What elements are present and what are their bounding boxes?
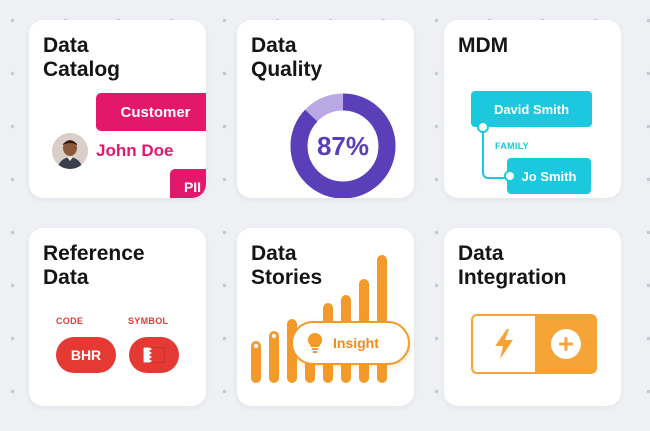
card-title: Data Quality — [251, 34, 323, 81]
mdm-card[interactable]: MDM David Smith FAMILY Jo Smith — [444, 20, 621, 198]
integration-source-box — [471, 314, 535, 374]
relation-connector — [482, 127, 512, 179]
symbol-label: SYMBOL — [128, 316, 169, 326]
record-david-smith[interactable]: David Smith — [471, 91, 592, 127]
code-label: CODE — [56, 316, 84, 326]
relation-label: FAMILY — [495, 141, 529, 151]
data-catalog-card[interactable]: Data Catalog Customer John Doe PII — [29, 20, 206, 198]
plus-icon — [551, 329, 581, 359]
lightning-icon — [495, 329, 513, 359]
avatar — [52, 133, 88, 169]
code-value-pill: BHR — [56, 337, 116, 373]
insight-button[interactable]: Insight — [291, 321, 410, 365]
card-title: Data Stories — [251, 242, 323, 289]
lightbulb-icon — [307, 332, 323, 353]
record-jo-smith[interactable]: Jo Smith — [507, 158, 591, 194]
person-name: John Doe — [96, 141, 174, 160]
bahrain-flag-icon — [143, 347, 165, 363]
data-stories-card[interactable]: Data Stories Insight — [237, 228, 414, 406]
connector-node — [477, 121, 489, 133]
symbol-pill — [129, 337, 179, 373]
donut-value-arc — [290, 93, 396, 198]
card-title: MDM — [458, 34, 509, 57]
insight-label: Insight — [333, 335, 379, 351]
quality-score: 87% — [316, 130, 370, 161]
quality-donut-chart — [290, 93, 396, 198]
integration-add-button[interactable] — [535, 314, 597, 374]
card-title: Data Integration — [458, 242, 567, 289]
card-title: Data Catalog — [43, 34, 121, 81]
data-quality-card[interactable]: Data Quality 87% — [237, 20, 414, 198]
connector-node — [504, 170, 516, 182]
stories-bar-graphic — [251, 255, 387, 383]
data-integration-card[interactable]: Data Integration — [444, 228, 621, 406]
customer-tag: Customer — [96, 93, 206, 131]
card-title: Reference Data — [43, 242, 145, 289]
pii-badge: PII — [170, 169, 206, 198]
reference-data-card[interactable]: Reference Data CODE SYMBOL BHR — [29, 228, 206, 406]
